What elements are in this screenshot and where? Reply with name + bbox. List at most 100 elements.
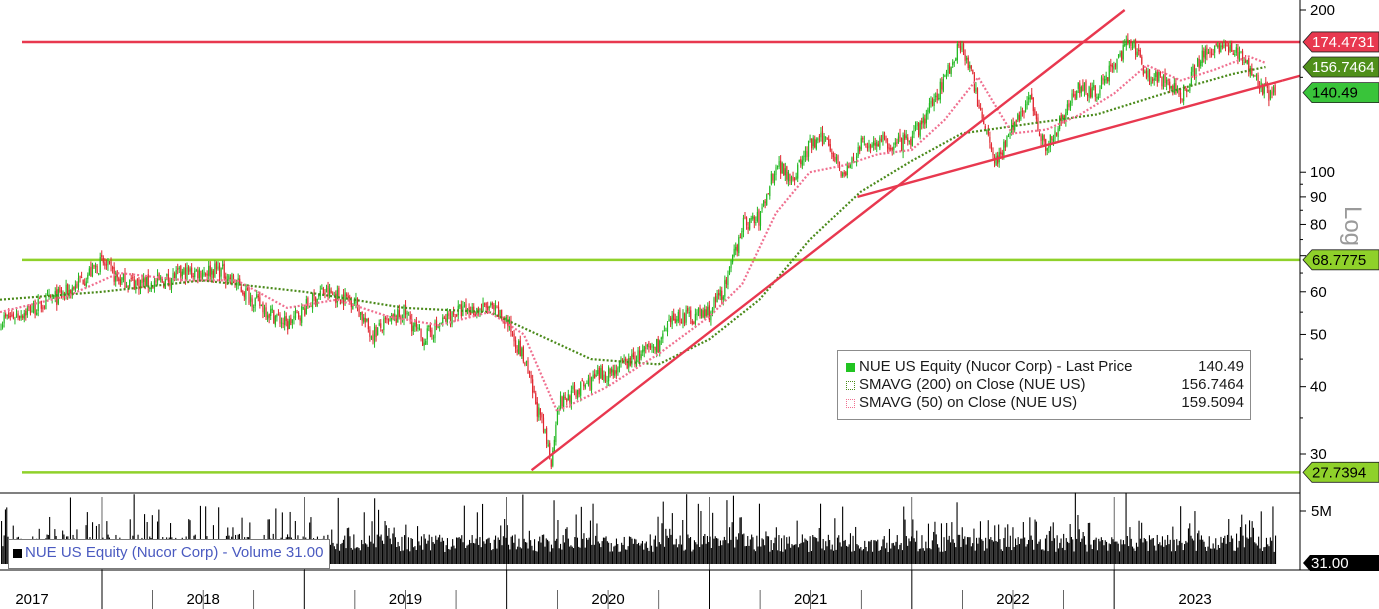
candle: [322, 286, 324, 295]
volume-bar: [890, 548, 892, 564]
candle-body: [790, 176, 793, 183]
candle-body: [1204, 48, 1206, 59]
candle-body: [843, 172, 845, 175]
candle-body: [851, 157, 853, 164]
candle: [76, 281, 78, 289]
candle-body: [674, 318, 676, 324]
candle-body: [81, 277, 83, 279]
volume-bar: [1031, 539, 1033, 564]
candle-body: [860, 138, 862, 150]
candle: [603, 370, 605, 383]
volume-bar: [1258, 536, 1260, 564]
candle-body: [43, 306, 45, 308]
volume-bar: [951, 522, 953, 564]
candle-body: [958, 44, 960, 47]
candle: [1071, 89, 1073, 106]
candle: [36, 309, 38, 316]
volume-bar: [544, 546, 546, 564]
volume-bar: [770, 540, 772, 564]
candle-body: [121, 277, 123, 284]
candle: [335, 290, 337, 308]
candle: [339, 299, 342, 305]
candle-body: [615, 370, 617, 374]
volume-bar: [519, 547, 521, 564]
candle: [962, 41, 965, 56]
candle: [389, 315, 391, 322]
volume-bar: [723, 536, 725, 564]
volume-bar: [1100, 537, 1102, 564]
candle-body: [90, 267, 92, 277]
candle-body: [645, 347, 647, 349]
candle-body: [724, 280, 726, 297]
volume-bar: [1182, 550, 1184, 564]
volume-bar: [756, 535, 758, 564]
volume-bar: [1121, 544, 1123, 564]
volume-tag-text: 31.00: [1311, 555, 1349, 572]
candle-body: [440, 323, 442, 325]
candle: [1128, 40, 1130, 49]
candle-body: [482, 303, 484, 312]
volume-bar: [344, 535, 346, 564]
volume-bar: [656, 546, 658, 564]
candle: [907, 134, 909, 146]
candle-body: [1252, 74, 1254, 76]
candle-body: [1229, 44, 1231, 51]
candle-body: [966, 57, 968, 60]
volume-bar: [649, 534, 651, 564]
volume-bar: [1047, 551, 1049, 564]
candle-body: [637, 350, 639, 362]
volume-bar: [352, 549, 354, 564]
candle-body: [347, 295, 349, 298]
candle-body: [809, 138, 811, 141]
volume-bar: [627, 546, 629, 564]
candle-body: [1266, 86, 1268, 88]
candle-body: [474, 314, 476, 316]
volume-bar: [397, 541, 399, 564]
candle-body: [763, 200, 765, 206]
year-label: 2023: [1178, 591, 1211, 608]
candle-body: [620, 358, 622, 363]
candle-body: [567, 394, 569, 401]
volume-bar: [959, 534, 961, 564]
level-tag-shape: [1302, 249, 1379, 271]
volume-bar: [634, 538, 636, 564]
candle-body: [494, 305, 497, 311]
candle: [792, 171, 794, 182]
candle: [950, 66, 952, 77]
candle: [772, 173, 774, 184]
candle: [373, 323, 376, 348]
volume-bar: [1199, 539, 1201, 564]
volume-bar: [589, 520, 591, 564]
candle-body: [1166, 79, 1168, 85]
volume-bar: [549, 551, 551, 564]
candle-body: [392, 313, 394, 317]
candle: [944, 74, 946, 78]
candle: [629, 356, 631, 367]
level-tag-text: 27.7394: [1312, 464, 1366, 481]
volume-bar: [358, 548, 360, 564]
volume-bar: [693, 540, 695, 564]
volume-bar: [608, 542, 610, 564]
candle: [358, 304, 360, 318]
candle-body: [518, 341, 520, 355]
candle: [79, 275, 81, 283]
volume-bar: [595, 535, 597, 564]
candle-body: [697, 307, 700, 313]
candle-body: [505, 317, 507, 322]
volume-bar: [449, 549, 451, 564]
y-tick-label: 60: [1310, 284, 1327, 301]
candle-body: [587, 378, 590, 385]
volume-bar: [1063, 533, 1065, 564]
volume-bar: [697, 503, 699, 564]
candle-body: [197, 270, 199, 279]
candle: [466, 308, 469, 315]
candle-body: [1046, 148, 1048, 151]
candle-body: [896, 142, 898, 144]
candle-body: [1086, 94, 1089, 97]
candle-body: [521, 348, 523, 357]
candle: [550, 458, 552, 470]
candle-body: [736, 244, 738, 252]
volume-bar: [774, 537, 776, 564]
candle-body: [728, 266, 731, 274]
volume-bar: [1167, 535, 1169, 564]
